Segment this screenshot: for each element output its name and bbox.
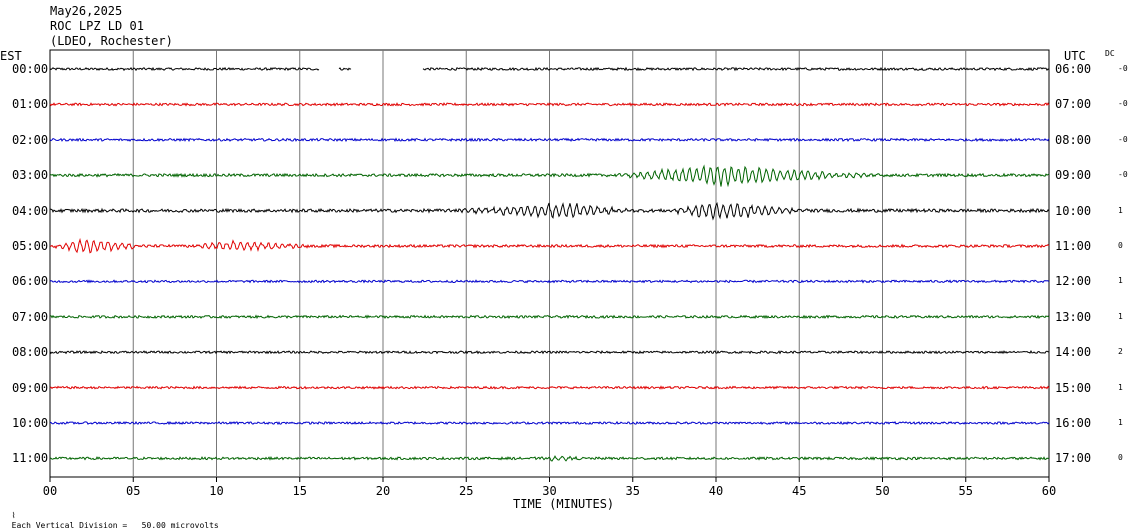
x-tick-label: 25 [459, 484, 473, 498]
dc-row-value: -0 [1118, 170, 1128, 180]
utc-row-label: 16:00 [1055, 416, 1092, 430]
x-tick-label: 15 [293, 484, 307, 498]
header-network: (LDEO, Rochester) [50, 34, 173, 48]
x-ticks: 00 05 10 15 20 25 30 35 40 45 50 55 60 [43, 477, 1056, 498]
trace-0900 [49, 385, 1050, 390]
est-row-label: 04:00 [12, 203, 49, 218]
est-row-label: 05:00 [12, 239, 49, 253]
utc-row-label: 15:00 [1055, 380, 1092, 395]
dc-row-value: 0 [1118, 241, 1123, 250]
dc-row-value: 0 [1118, 453, 1123, 463]
dc-row-value: 1 [1118, 311, 1123, 321]
utc-zone-label: UTC [1064, 49, 1086, 63]
utc-row-label: 17:00 [1055, 451, 1092, 466]
header-station: ROC LPZ LD 01 [50, 19, 144, 33]
x-tick-label: 60 [1042, 484, 1056, 498]
x-tick-label: 35 [626, 484, 640, 498]
dc-row-value: 1 [1118, 382, 1123, 392]
utc-row-label: 11:00 [1055, 239, 1092, 253]
seismogram-plot: 00 05 10 15 20 25 30 35 40 45 50 55 60 [43, 49, 1056, 498]
utc-row-label: 08:00 [1055, 132, 1092, 147]
scale-icon: ⌇ [11, 511, 16, 520]
utc-row-label: 07:00 [1055, 97, 1092, 112]
trace-0300 [49, 164, 1050, 188]
trace-1000 [50, 420, 1050, 426]
dc-row-value: -0 [1118, 134, 1128, 144]
dc-row-value: 1 [1118, 418, 1123, 427]
est-row-label: 02:00 [12, 132, 49, 147]
dc-label: DC [1105, 49, 1115, 58]
x-tick-label: 20 [376, 484, 390, 498]
trace-0800 [49, 350, 1050, 355]
x-tick-label: 00 [43, 484, 57, 498]
x-tick-label: 30 [542, 484, 556, 498]
est-row-label: 06:00 [12, 274, 49, 289]
utc-row-label: 12:00 [1055, 274, 1092, 289]
x-tick-label: 10 [209, 484, 223, 498]
utc-row-label: 13:00 [1055, 309, 1092, 324]
est-row-label: 01:00 [12, 97, 49, 112]
utc-row-label: 10:00 [1055, 203, 1092, 218]
est-row-label: 03:00 [12, 168, 49, 183]
dc-row-value: 1 [1118, 205, 1123, 215]
est-zone-label: EST [0, 49, 22, 63]
trace-0200 [49, 137, 1050, 143]
trace-0700 [49, 314, 1050, 320]
scale-note-text: Each Vertical Division = 50.00 microvolt… [11, 521, 219, 530]
x-tick-label: 40 [709, 484, 723, 498]
trace-0100 [49, 102, 1050, 107]
est-row-label: 08:00 [12, 345, 49, 360]
utc-row-label: 09:00 [1055, 168, 1092, 183]
x-axis-label: TIME (MINUTES) [513, 497, 615, 511]
trace-0400 [49, 201, 1050, 221]
utc-row-label: 14:00 [1055, 345, 1092, 360]
scale-note: ⌇ Each Vertical Division = 50.00 microvo… [2, 501, 219, 531]
traces [49, 66, 1050, 462]
dc-row-value: 1 [1118, 276, 1123, 286]
est-row-label: 07:00 [12, 309, 49, 324]
est-row-label: 09:00 [12, 380, 49, 395]
grid [49, 49, 1050, 478]
est-row-label: 11:00 [12, 451, 49, 466]
dc-row-value: -0 [1118, 99, 1128, 109]
trace-0000 [49, 66, 1050, 72]
trace-1100 [49, 455, 1050, 462]
x-tick-label: 55 [959, 484, 973, 498]
est-row-label: 00:00 [12, 62, 49, 76]
dc-row-value: 2 [1118, 347, 1123, 357]
utc-row-label: 06:00 [1055, 62, 1092, 76]
trace-0600 [49, 279, 1050, 284]
dc-row-value: -0 [1118, 64, 1128, 73]
x-tick-label: 50 [875, 484, 889, 498]
header-date: May26,2025 [50, 4, 123, 18]
est-row-label: 10:00 [12, 416, 49, 430]
x-tick-label: 45 [792, 484, 806, 498]
x-tick-label: 05 [126, 484, 140, 498]
trace-0500 [49, 237, 1050, 254]
